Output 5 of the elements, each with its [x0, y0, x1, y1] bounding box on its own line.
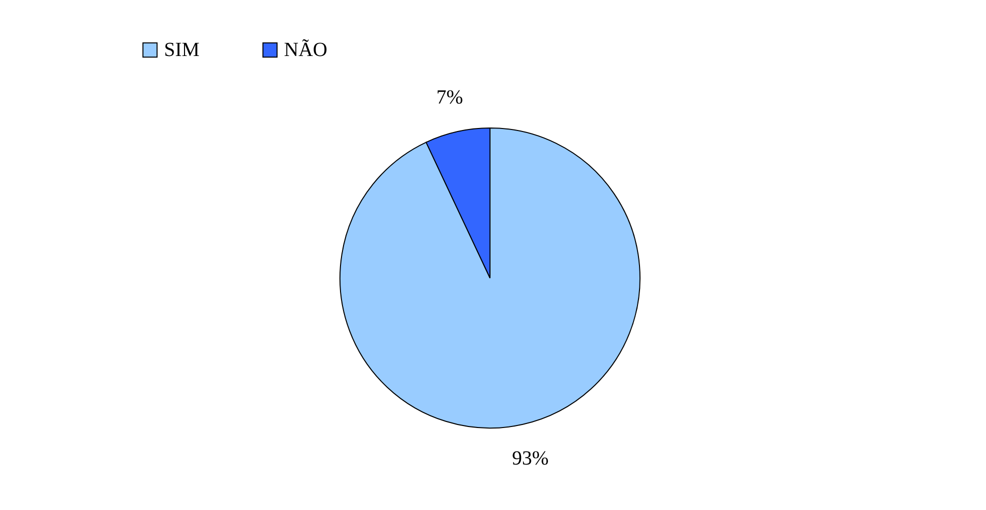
pie-slice	[340, 128, 640, 428]
legend-label: SIM	[164, 39, 200, 61]
data-label: 7%	[436, 86, 463, 108]
data-label: 93%	[512, 448, 549, 470]
legend-label: NÃO	[284, 39, 328, 61]
